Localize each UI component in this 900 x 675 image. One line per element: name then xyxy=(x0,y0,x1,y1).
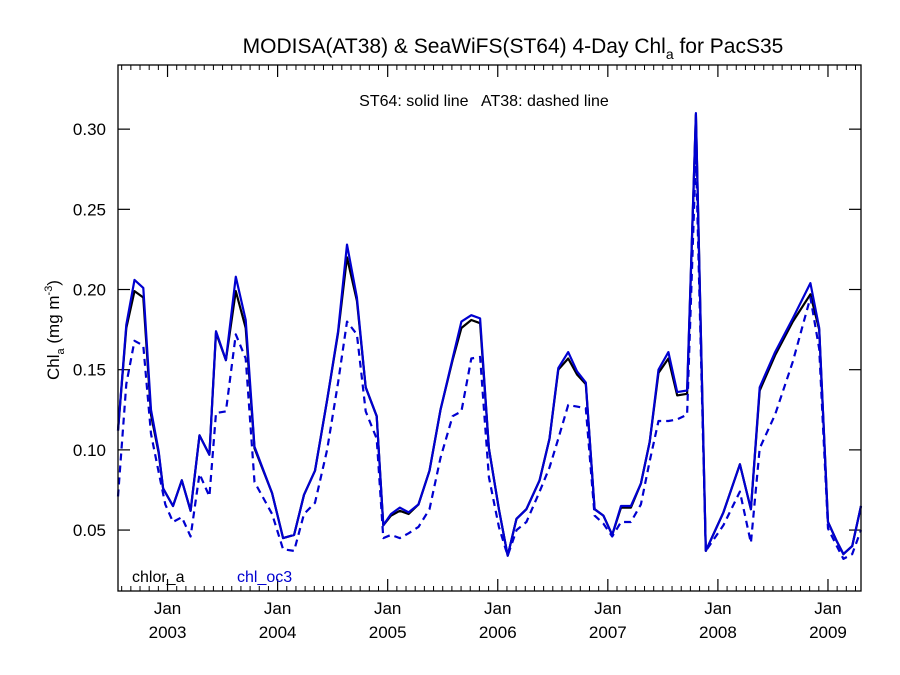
y-axis-label-post: ) xyxy=(44,280,63,286)
x-tick-label-year: 2003 xyxy=(149,623,187,642)
series-layer xyxy=(116,112,863,560)
y-axis-label: Chla (mg m-3) xyxy=(43,280,67,380)
x-tick-label-year: 2005 xyxy=(369,623,407,642)
y-tick-label: 0.05 xyxy=(73,521,106,540)
legend-label-chl-oc3: chl_oc3 xyxy=(237,569,292,586)
y-tick-label: 0.15 xyxy=(73,361,106,380)
x-tick-label-year: 2008 xyxy=(699,623,737,642)
x-tick-label-month: Jan xyxy=(154,599,181,618)
chart-title-main: MODISA(AT38) & SeaWiFS(ST64) 4-Day Chl xyxy=(243,35,666,58)
series-line-chl-oc3-dashed xyxy=(116,152,863,560)
x-tick-label-year: 2006 xyxy=(479,623,517,642)
legend-label-chlor-a: chlor_a xyxy=(132,569,185,586)
y-tick-label: 0.25 xyxy=(73,200,106,219)
y-axis-label-subscript: a xyxy=(55,347,67,354)
axis-ticks xyxy=(118,65,861,591)
x-tick-label-year: 2004 xyxy=(259,623,297,642)
y-axis-label-mid: (mg m xyxy=(44,295,63,348)
y-tick-label: 0.10 xyxy=(73,441,106,460)
x-tick-label-month: Jan xyxy=(704,599,731,618)
chart-annotation: ST64: solid line AT38: dashed line xyxy=(359,93,609,110)
y-tick-label: 0.30 xyxy=(73,120,106,139)
tick-labels: 0.05 0.10 0.15 0.20 0.25 0.30 Jan 2003 Jan 2004 Ja… xyxy=(73,120,847,642)
x-tick-label-year: 2009 xyxy=(809,623,847,642)
x-tick-label-month: Jan xyxy=(814,599,841,618)
chart-title-subscript: a xyxy=(666,46,674,62)
y-axis-label-pre: Chl xyxy=(44,354,63,380)
y-tick-label: 0.20 xyxy=(73,281,106,300)
x-tick-label-month: Jan xyxy=(484,599,511,618)
series-line-chl-oc3-solid xyxy=(116,112,863,557)
x-tick-label-month: Jan xyxy=(264,599,291,618)
x-tick-label-year: 2007 xyxy=(589,623,627,642)
x-tick-label-month: Jan xyxy=(374,599,401,618)
chart-title: MODISA(AT38) & SeaWiFS(ST64) 4-Day Chla … xyxy=(243,35,784,62)
plot-frame xyxy=(117,64,862,592)
y-axis-label-superscript: -3 xyxy=(43,286,55,296)
x-tick-label-month: Jan xyxy=(594,599,621,618)
chart-title-tail: for PacS35 xyxy=(674,35,784,58)
